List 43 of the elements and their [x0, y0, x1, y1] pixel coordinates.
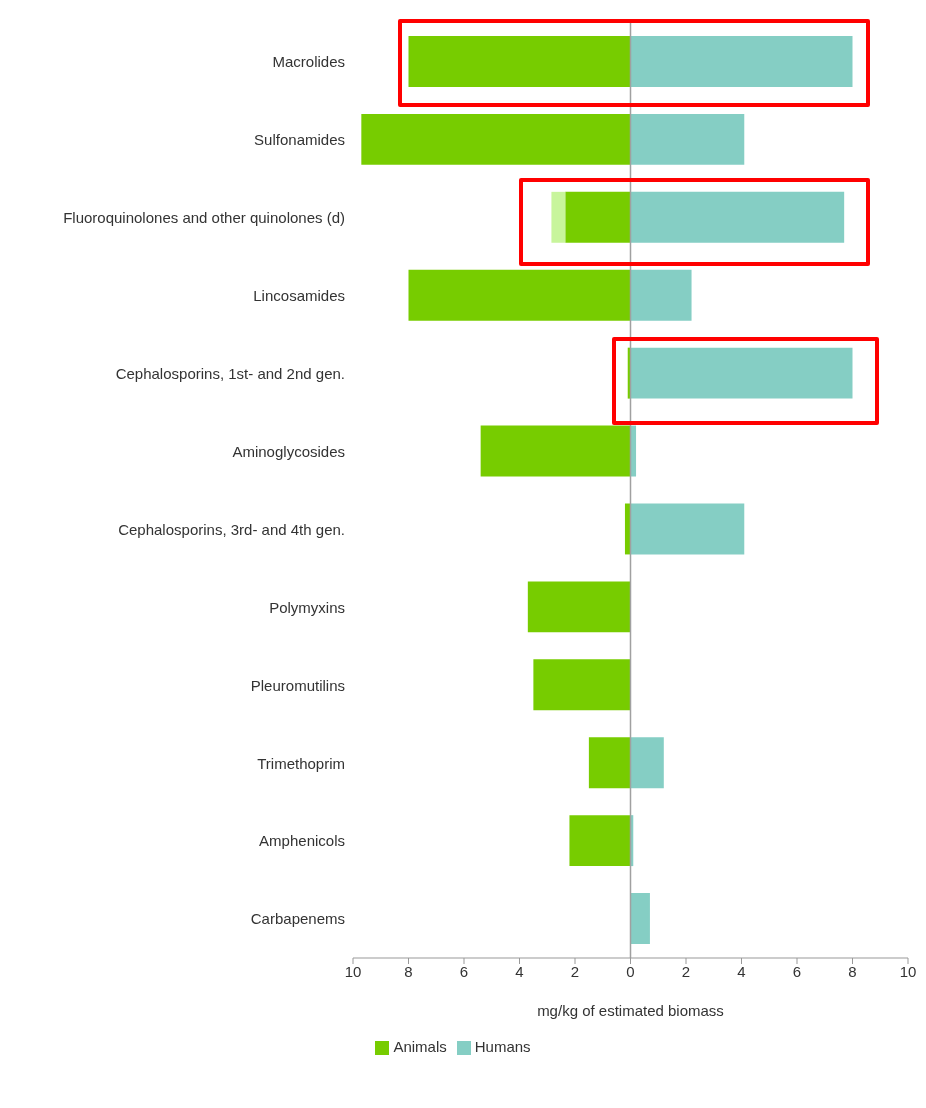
x-tick-label: 8: [848, 962, 857, 980]
bar: [630, 113, 745, 165]
x-tick-label: 8: [404, 962, 413, 980]
y-tick-label: Cephalosporins, 3rd- and 4th gen.: [118, 520, 345, 538]
x-tick-label: 6: [792, 962, 802, 980]
legend-label: Animals: [393, 1038, 447, 1055]
x-tick-label: 2: [681, 962, 691, 980]
bar: [565, 191, 631, 243]
bar: [588, 737, 631, 789]
x-tick-label: 10: [899, 962, 917, 980]
y-tick-label: Fluoroquinolones and other quinolones (d): [63, 209, 345, 227]
y-tick-label: Macrolides: [272, 53, 345, 71]
y-tick-label: Aminoglycosides: [232, 442, 345, 460]
bar: [630, 503, 745, 555]
bar: [630, 36, 853, 87]
legend-label: Humans: [474, 1038, 531, 1055]
bar: [630, 737, 664, 789]
bar: [361, 113, 631, 165]
y-tick-label: Carbapenems: [250, 910, 345, 928]
x-tick-label: 0: [626, 962, 635, 980]
y-tick-label: Polymyxins: [269, 598, 345, 616]
bar: [630, 893, 650, 945]
bar: [630, 269, 692, 321]
bar: [630, 191, 845, 243]
y-tick-label: Sulfonamides: [254, 131, 345, 149]
y-tick-label: Trimethoprim: [257, 754, 345, 772]
y-tick-label: Cephalosporins, 1st- and 2nd gen.: [115, 364, 345, 382]
y-tick-label: Amphenicols: [259, 832, 345, 850]
x-tick-label: 10: [344, 962, 362, 980]
x-tick-label: 6: [459, 962, 469, 980]
x-tick-label: 4: [737, 962, 746, 980]
bar: [408, 269, 631, 321]
bar: [533, 659, 631, 711]
x-tick-label: 4: [515, 962, 524, 980]
y-tick-label: Lincosamides: [253, 287, 345, 305]
y-tick-label: Pleuromutilins: [250, 676, 345, 694]
bar: [527, 581, 631, 633]
x-tick-label: 2: [570, 962, 580, 980]
bar: [408, 36, 631, 87]
x-axis-title: mg/kg of estimated biomass: [537, 1002, 724, 1019]
bar: [551, 191, 566, 243]
bar: [480, 425, 631, 477]
bar: [569, 815, 631, 867]
